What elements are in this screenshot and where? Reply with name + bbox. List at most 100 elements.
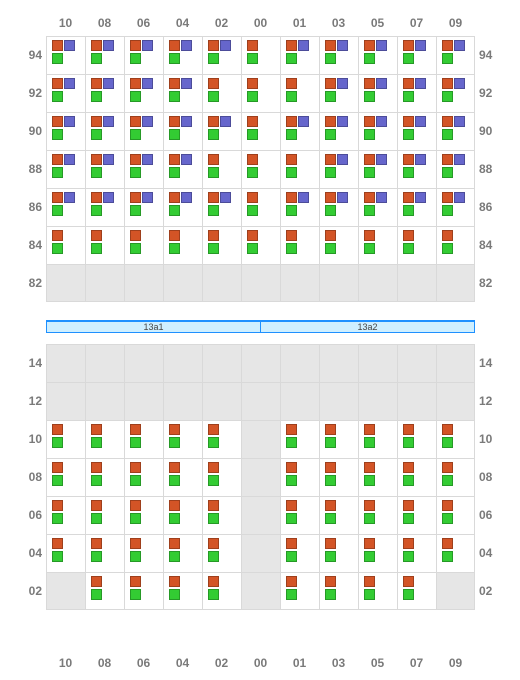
rack-cell <box>202 420 241 458</box>
row-label-left: 08 <box>18 470 42 484</box>
rack-cell <box>280 496 319 534</box>
module-green <box>91 129 102 140</box>
rack-cell <box>319 458 358 496</box>
rack-cell <box>46 572 85 610</box>
module-orange <box>52 78 63 89</box>
module-green <box>364 243 375 254</box>
module-orange <box>442 40 453 51</box>
module-green <box>208 167 219 178</box>
module-green <box>208 475 219 486</box>
module-orange <box>286 154 297 165</box>
rack-cell <box>397 112 436 150</box>
rack-cell <box>202 458 241 496</box>
module-green <box>91 53 102 64</box>
module-green <box>169 589 180 600</box>
rack-cell <box>124 226 163 264</box>
module-orange <box>52 154 63 165</box>
rack-cell <box>280 36 319 74</box>
rack-cell <box>436 226 475 264</box>
module-orange <box>364 154 375 165</box>
module-purple <box>181 192 192 203</box>
module-orange <box>130 538 141 549</box>
module-orange <box>52 462 63 473</box>
module-green <box>442 551 453 562</box>
rack-cell <box>85 382 124 420</box>
module-green <box>286 437 297 448</box>
module-green <box>247 205 258 216</box>
rack-cell <box>124 264 163 302</box>
rack-cell <box>163 74 202 112</box>
module-orange <box>169 78 180 89</box>
module-green <box>364 513 375 524</box>
rack-cell <box>358 458 397 496</box>
module-orange <box>286 462 297 473</box>
module-green <box>442 53 453 64</box>
rack-cell <box>358 572 397 610</box>
rack-cell <box>397 496 436 534</box>
module-purple <box>454 40 465 51</box>
module-green <box>169 437 180 448</box>
module-green <box>130 589 141 600</box>
rack-cell <box>241 36 280 74</box>
rack-cell <box>202 534 241 572</box>
rack-cell <box>163 344 202 382</box>
rack-cell <box>280 74 319 112</box>
module-green <box>286 475 297 486</box>
module-purple <box>454 78 465 89</box>
module-orange <box>364 500 375 511</box>
module-purple <box>415 78 426 89</box>
module-purple <box>64 40 75 51</box>
module-green <box>403 129 414 140</box>
module-orange <box>208 538 219 549</box>
module-purple <box>181 40 192 51</box>
module-green <box>286 205 297 216</box>
module-orange <box>91 576 102 587</box>
rack-cell <box>85 188 124 226</box>
module-orange <box>169 230 180 241</box>
module-green <box>442 205 453 216</box>
module-orange <box>130 576 141 587</box>
row-label-left: 10 <box>18 432 42 446</box>
module-green <box>208 129 219 140</box>
module-green <box>247 243 258 254</box>
module-purple <box>220 116 231 127</box>
col-label-bottom: 02 <box>202 656 241 670</box>
module-green <box>208 437 219 448</box>
module-orange <box>442 154 453 165</box>
module-purple <box>103 192 114 203</box>
col-label-top: 06 <box>124 16 163 30</box>
module-orange <box>286 230 297 241</box>
row-label-left: 84 <box>18 238 42 252</box>
rack-cell <box>241 188 280 226</box>
module-orange <box>442 116 453 127</box>
rack-cell <box>358 74 397 112</box>
rack-cell <box>436 112 475 150</box>
rack-cell <box>397 150 436 188</box>
module-purple <box>103 154 114 165</box>
module-orange <box>169 576 180 587</box>
module-green <box>208 243 219 254</box>
col-label-top: 00 <box>241 16 280 30</box>
module-green <box>169 243 180 254</box>
rack-cell <box>397 382 436 420</box>
module-green <box>169 205 180 216</box>
module-orange <box>208 424 219 435</box>
rack-cell <box>163 496 202 534</box>
module-orange <box>286 500 297 511</box>
rack-cell <box>241 420 280 458</box>
row-label-left: 04 <box>18 546 42 560</box>
rack-cell <box>46 382 85 420</box>
row-label-right: 06 <box>479 508 503 522</box>
rack-cell <box>46 344 85 382</box>
rack-cell <box>397 458 436 496</box>
rack-cell <box>241 226 280 264</box>
rack-cell <box>397 74 436 112</box>
rack-cell <box>280 188 319 226</box>
module-green <box>52 205 63 216</box>
col-label-top: 07 <box>397 16 436 30</box>
rack-cell <box>124 150 163 188</box>
module-green <box>325 513 336 524</box>
rack-cell <box>397 572 436 610</box>
rack-cell <box>163 572 202 610</box>
module-green <box>403 475 414 486</box>
